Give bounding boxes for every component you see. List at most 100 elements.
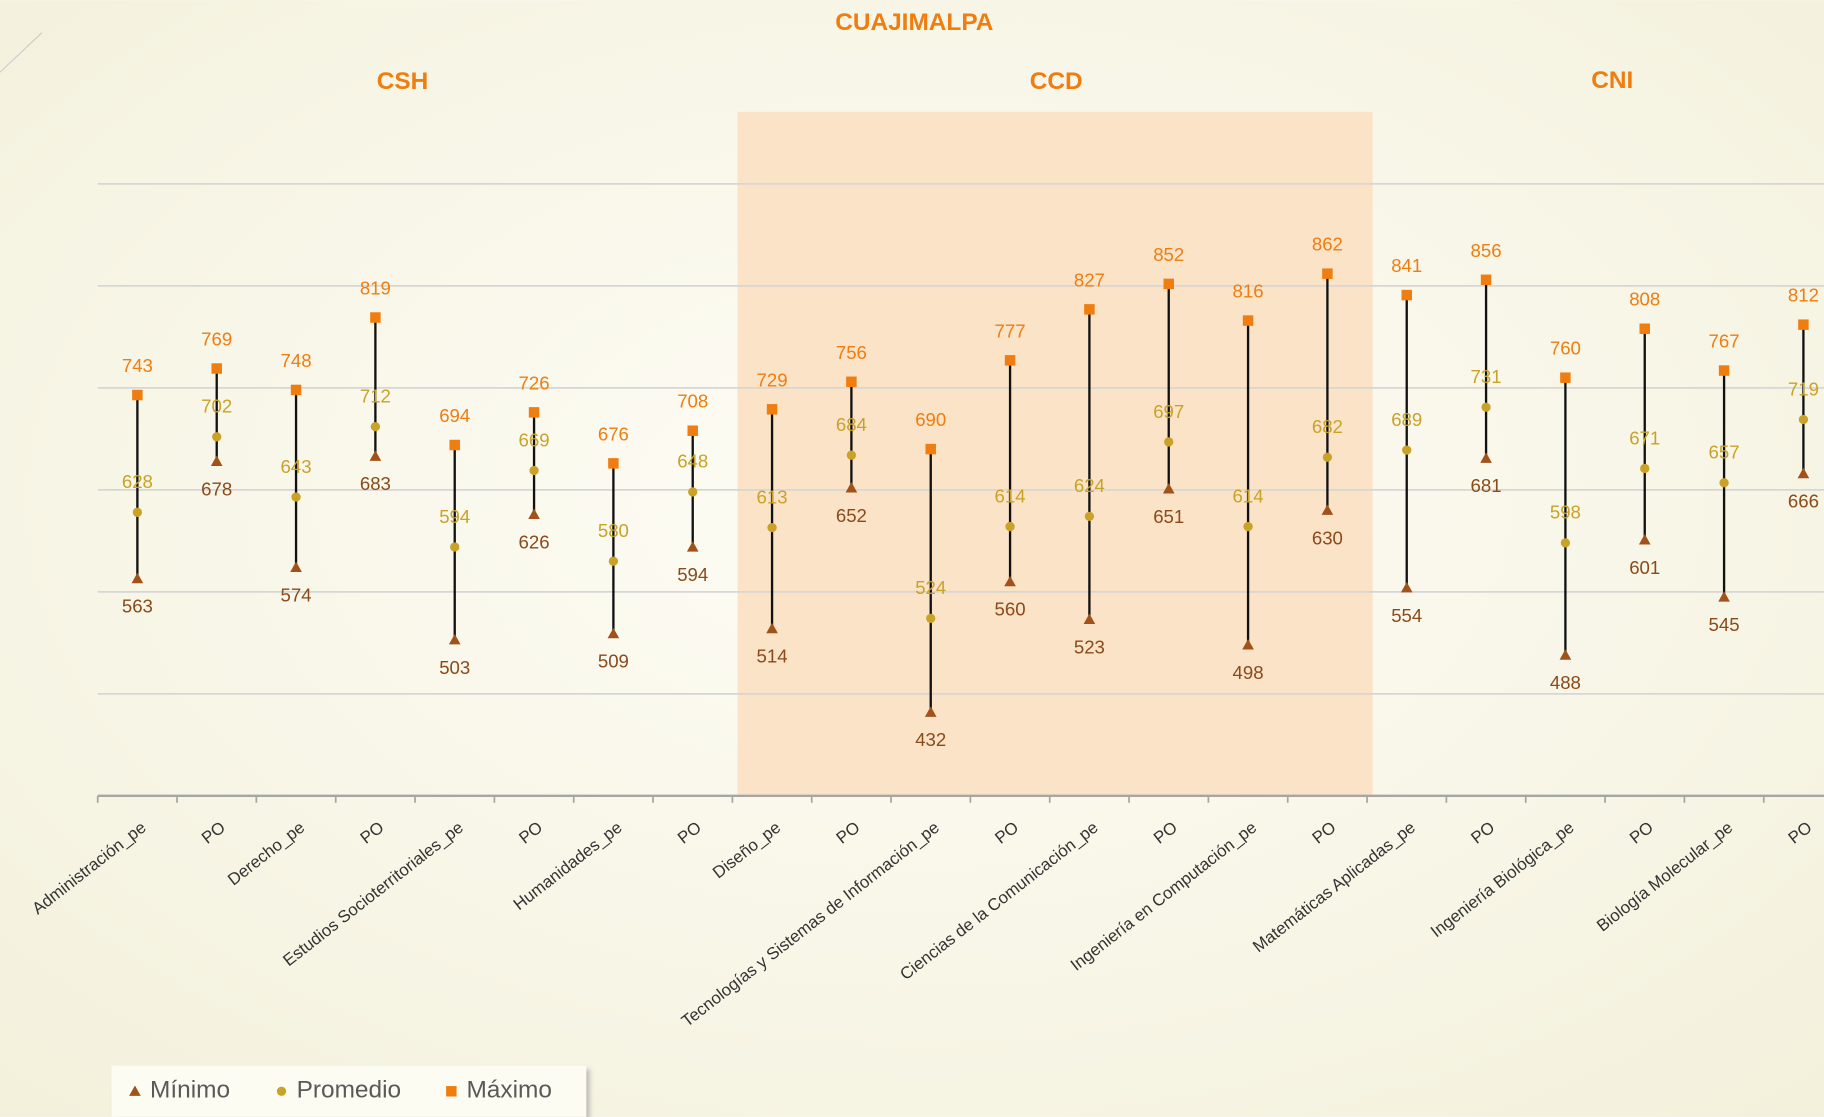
min-label: 652 [836,505,867,526]
avg-label: 702 [201,396,232,417]
max-label: 827 [1074,269,1105,290]
avg-label: 684 [836,414,867,435]
avg-marker [846,450,857,460]
avg-marker [132,507,143,517]
avg-label: 614 [1233,485,1264,506]
avg-label: 594 [439,506,470,527]
max-label: 708 [677,391,708,412]
min-marker [924,706,937,717]
avg-marker [291,492,301,502]
avg-label: 598 [1550,502,1581,523]
avg-label: 628 [122,471,153,492]
min-label: 630 [1312,527,1343,548]
min-label: 563 [122,596,153,617]
max-marker [132,389,143,401]
group-label: CSH [377,68,429,95]
avg-marker [1084,511,1095,522]
avg-label: 657 [1709,442,1740,463]
group-shade [737,111,1373,796]
min-marker [1400,581,1413,593]
min-marker [1559,649,1572,660]
max-marker [1480,274,1492,286]
max-marker [608,458,619,469]
max-marker [1322,268,1333,279]
min-label: 498 [1233,662,1264,683]
legend-marker [446,1086,457,1097]
min-label: 488 [1550,672,1581,693]
max-marker [687,425,698,436]
avg-marker [1164,437,1174,447]
avg-label: 682 [1312,416,1343,437]
min-label: 601 [1629,557,1660,578]
max-marker [1242,315,1254,326]
max-label: 816 [1233,281,1264,302]
min-marker [1480,452,1492,463]
max-marker [1798,319,1809,330]
legend-box [111,1065,587,1117]
min-marker [290,561,302,573]
min-label: 523 [1074,636,1105,657]
max-label: 743 [122,355,153,376]
min-marker [1797,467,1810,479]
max-marker [1718,365,1730,376]
avg-label: 580 [598,520,629,541]
legend-marker [129,1085,141,1096]
max-label: 819 [360,278,391,299]
max-label: 729 [757,369,788,390]
avg-marker [767,522,777,533]
min-marker [845,482,858,493]
avg-marker [1243,521,1253,532]
max-marker [1639,323,1650,334]
max-label: 748 [281,350,312,371]
max-label: 862 [1312,234,1343,255]
min-marker [448,633,461,645]
max-marker [211,363,222,374]
min-label: 574 [281,584,312,605]
min-marker [686,541,699,552]
max-marker [766,404,778,415]
avg-label: 712 [360,385,391,406]
avg-label: 689 [1391,409,1422,430]
min-label: 681 [1471,475,1502,496]
min-label: 683 [360,473,391,494]
min-label: 514 [757,646,788,667]
min-label: 678 [201,478,232,499]
min-marker [607,627,620,639]
max-label: 726 [519,372,550,393]
legend: Mínimo Promedio Máximo [111,1065,587,1117]
min-marker [1004,575,1016,587]
max-label: 760 [1550,338,1581,359]
max-label: 808 [1629,289,1660,310]
max-marker [290,384,302,396]
min-label: 666 [1788,491,1819,512]
max-marker [925,443,936,455]
min-label: 509 [598,651,629,672]
avg-marker [926,613,936,624]
avg-label: 614 [995,485,1026,506]
max-label: 756 [836,342,867,363]
max-marker [449,439,460,451]
legend-label: Máximo [466,1077,551,1104]
min-marker [1242,639,1254,650]
min-marker [1718,591,1730,602]
avg-label: 524 [915,577,946,598]
avg-marker [450,542,460,552]
avg-label: 731 [1471,366,1502,387]
max-label: 841 [1391,255,1422,276]
min-label: 651 [1153,506,1184,527]
avg-marker [1402,445,1412,455]
avg-marker [1005,521,1015,532]
avg-marker [1322,452,1333,462]
max-marker [1163,278,1174,290]
min-label: 545 [1709,614,1740,635]
avg-marker [688,487,698,497]
min-marker [369,450,382,461]
min-label: 594 [677,564,708,585]
chart-title: CUAJIMALPA [835,9,993,36]
max-marker [1560,372,1571,383]
min-marker [131,572,144,584]
min-marker [1162,483,1175,494]
min-label: 626 [519,531,550,552]
avg-marker [1560,538,1571,548]
